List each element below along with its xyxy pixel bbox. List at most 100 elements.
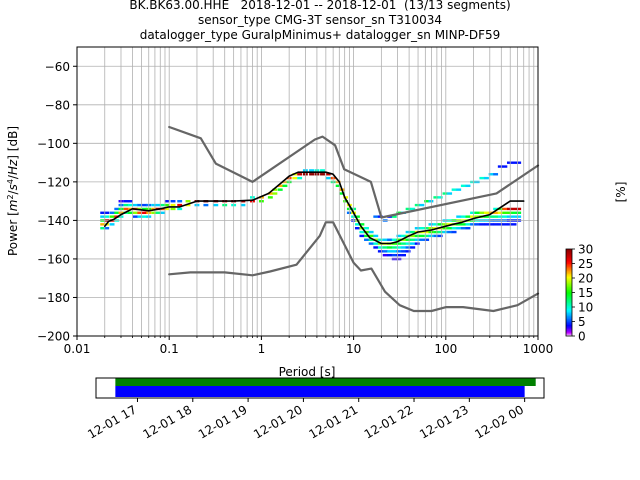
pdf-bin <box>364 227 369 230</box>
pdf-bin <box>164 200 170 203</box>
pdf-bin <box>128 211 133 214</box>
pdf-bin <box>484 223 489 226</box>
pdf-bin <box>132 211 138 214</box>
pdf-bin <box>368 242 374 245</box>
pdf-bin <box>354 227 360 230</box>
noise-model-lower-curve <box>168 221 540 313</box>
pdf-bin <box>401 246 406 249</box>
x-tick-label: 1000 <box>523 342 554 356</box>
pdf-bin <box>100 223 106 226</box>
colorbar-segment <box>566 315 572 318</box>
pdf-bin <box>128 200 133 203</box>
colorbar-segment <box>566 278 572 280</box>
pdf-bin <box>213 203 219 207</box>
pdf-bin <box>272 188 278 191</box>
colorbar-segment <box>566 280 572 283</box>
pdf-bin <box>373 242 379 245</box>
colorbar-segment <box>566 260 572 263</box>
pdf-bin <box>428 234 434 238</box>
pdf-bin <box>410 234 416 238</box>
colorbar-segment <box>566 318 572 321</box>
pdf-bin <box>442 223 448 226</box>
pdf-bin <box>497 211 503 214</box>
pdf-bin <box>465 223 471 226</box>
timeline-tick-label: 12-01 21 <box>306 402 360 441</box>
pdf-bin <box>377 238 383 241</box>
pdf-bin <box>185 200 191 203</box>
pdf-bin <box>484 215 489 218</box>
pdf-bin <box>410 207 416 211</box>
psd-segments-bar <box>115 386 525 397</box>
data-available-bar <box>115 378 536 386</box>
pdf-bin <box>170 203 176 207</box>
pdf-bin <box>424 200 430 203</box>
pdf-bin <box>470 215 475 218</box>
pdf-bin <box>137 211 143 214</box>
pdf-bin <box>401 238 406 241</box>
colorbar-segment <box>566 259 572 261</box>
colorbar-segment <box>566 288 572 290</box>
y-tick-label: −100 <box>37 137 70 151</box>
pdf-bin <box>474 211 480 214</box>
pdf-bin <box>203 203 209 207</box>
pdf-bin <box>465 215 471 218</box>
pdf-bin <box>396 238 402 241</box>
pdf-bin <box>109 223 115 226</box>
pdf-bin <box>437 196 443 199</box>
colorbar-segment <box>566 279 572 282</box>
pdf-bin <box>377 246 383 249</box>
pdf-bin <box>502 207 508 211</box>
pdf-bin <box>309 169 315 172</box>
colorbar-segment <box>566 334 572 337</box>
pdf-bin <box>470 223 475 226</box>
colorbar-segment <box>566 320 572 322</box>
colorbar-segment <box>566 328 572 331</box>
pdf-bin <box>391 253 397 257</box>
y-tick-label: −160 <box>37 252 70 266</box>
pdf-bin <box>405 207 411 211</box>
pdf-bin <box>511 211 517 214</box>
pdf-bin <box>373 234 379 238</box>
colorbar-segment <box>566 331 572 334</box>
pdf-bin <box>382 253 388 257</box>
pdf-bin <box>373 215 379 218</box>
pdf-bin <box>456 215 462 218</box>
pdf-bin <box>488 173 494 176</box>
colorbar-segment <box>566 257 572 260</box>
pdf-bin <box>277 188 283 191</box>
pdf-bin <box>516 161 522 164</box>
timeline-tick-label: 12-01 20 <box>251 402 305 441</box>
pdf-bin <box>456 223 462 226</box>
pdf-bin <box>382 238 388 241</box>
pdf-bin <box>502 223 508 226</box>
colorbar-segment <box>566 311 572 314</box>
pdf-bin <box>493 173 499 176</box>
colorbar-segment <box>566 299 572 302</box>
pdf-bin <box>474 215 480 218</box>
pdf-bin <box>160 203 166 207</box>
pdf-bin <box>160 211 166 214</box>
pdf-bin <box>309 173 315 176</box>
pdf-bin <box>419 238 425 241</box>
colorbar-segment <box>566 325 572 328</box>
pdf-bin <box>401 234 406 238</box>
pdf-bin <box>100 211 106 214</box>
pdf-bin <box>497 207 503 211</box>
colorbar-segment <box>566 282 572 285</box>
colorbar-segment <box>566 304 572 306</box>
pdf-bin <box>142 215 147 218</box>
pdf-bin <box>401 250 406 253</box>
colorbar-segment <box>566 309 572 312</box>
pdf-bin <box>479 176 485 180</box>
pdf-bin <box>428 230 434 234</box>
y-tick-label: −120 <box>37 175 70 189</box>
colorbar-segment <box>566 275 572 277</box>
pdf-bin <box>123 207 129 211</box>
y-tick-label: −140 <box>37 214 70 228</box>
pdf-bin <box>479 211 485 214</box>
y-axis-label: Power [m2/s4/Hz] [dB] <box>6 126 21 256</box>
colorbar-segment <box>566 273 572 276</box>
pdf-bin <box>387 250 393 253</box>
pdf-bin <box>410 246 416 249</box>
